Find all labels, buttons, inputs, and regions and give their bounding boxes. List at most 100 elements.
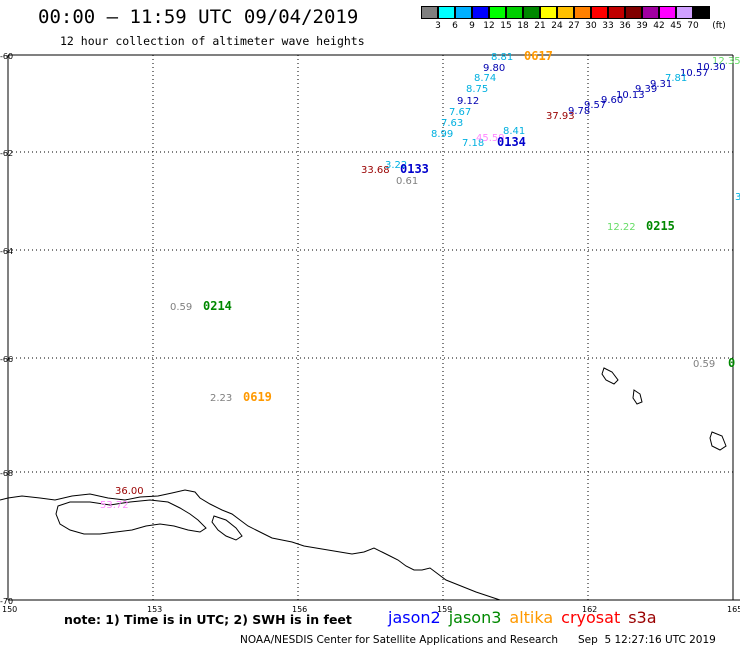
scale-swatch [642, 6, 659, 19]
pass-time-label: 0617 [524, 49, 553, 63]
scale-swatch [625, 6, 642, 19]
island-2 [632, 389, 643, 405]
wave-height-label: 0.61 [396, 176, 418, 187]
legend-cryosat: cryosat [561, 608, 621, 627]
wave-height-label: 8.41 [503, 126, 525, 137]
scale-label: 70 [687, 21, 699, 31]
map-subtitle: 12 hour collection of altimeter wave hei… [60, 34, 365, 48]
footer-timestamp: Sep 5 12:27:16 UTC 2019 [578, 634, 716, 646]
wave-height-label: 7.18 [462, 138, 484, 149]
wave-height-label: 12.35 [712, 56, 740, 67]
scale-swatch [693, 6, 710, 19]
legend-jason3: jason3 [448, 608, 502, 627]
scale-label: 39 [636, 21, 648, 31]
scale-label: 30 [585, 21, 597, 31]
scale-swatch [438, 6, 455, 19]
scale-label: 9 [469, 21, 475, 31]
scale-swatch [676, 6, 693, 19]
longitude-label: 153 [147, 605, 162, 614]
latitude-label: -70 [0, 597, 13, 606]
wave-height-label: 10.13 [616, 90, 645, 101]
wave-height-label: 9.57 [584, 100, 606, 111]
wave-height-label: 3 [735, 192, 740, 203]
wave-height-label: 33.68 [361, 165, 390, 176]
scale-swatch [574, 6, 591, 19]
scale-label: 12 [483, 21, 495, 31]
map-grid [7, 54, 734, 601]
scale-label: 21 [534, 21, 546, 31]
wave-height-label: 12.22 [607, 222, 636, 233]
pass-time-label: 0214 [203, 299, 232, 313]
wave-height-label: 0.59 [693, 359, 715, 370]
wave-height-label: 7.67 [449, 107, 471, 118]
pass-time-label: 0619 [243, 390, 272, 404]
pass-time-label: 0134 [497, 135, 526, 149]
scale-swatch [489, 6, 506, 19]
island-1 [601, 367, 619, 385]
latitude-label: -60 [0, 52, 13, 61]
wave-height-label: 8.75 [466, 84, 488, 95]
wave-height-label: 9.60 [601, 95, 623, 106]
longitude-label: 150 [2, 605, 17, 614]
wave-height-label: 8.74 [474, 73, 496, 84]
island-3 [709, 431, 727, 451]
longitude-label: 165 [727, 605, 740, 614]
wave-height-label: 2.23 [210, 393, 232, 404]
legend-altika: altika [509, 608, 554, 627]
longitude-label: 162 [582, 605, 597, 614]
scale-swatch [608, 6, 625, 19]
coastline [0, 367, 740, 601]
pass-time-label: 0215 [646, 219, 675, 233]
latitude-label: -62 [0, 149, 13, 158]
wave-height-label: 3.22 [385, 160, 407, 171]
wave-height-label: 9.78 [568, 106, 590, 117]
scale-label: 3 [435, 21, 441, 31]
wave-height-label: 7.63 [441, 118, 463, 129]
scale-unit: (ft) [712, 21, 726, 31]
coast-inlet [211, 515, 243, 541]
scale-label: 45 [670, 21, 682, 31]
scale-swatch [540, 6, 557, 19]
wave-height-label: 7.81 [665, 73, 687, 84]
wave-height-label: 10.57 [680, 68, 709, 79]
scale-label: 36 [619, 21, 631, 31]
latitude-label: -64 [0, 247, 13, 256]
wave-height-label: 8.99 [431, 129, 453, 140]
longitude-label: 156 [292, 605, 307, 614]
footer-credit: NOAA/NESDIS Center for Satellite Applica… [240, 634, 558, 646]
wave-height-label: 36.00 [115, 486, 144, 497]
latitude-label: -68 [0, 469, 13, 478]
scale-label: 42 [653, 21, 665, 31]
mission-legend: jason2 jason3 altika cryosat s3a [388, 608, 665, 627]
wave-height-label: 10.30 [697, 62, 726, 73]
scale-label: 33 [602, 21, 614, 31]
scale-label: 6 [452, 21, 458, 31]
scale-swatch [557, 6, 574, 19]
units-note: note: 1) Time is in UTC; 2) SWH is in fe… [64, 612, 352, 627]
scale-swatch [659, 6, 676, 19]
pass-time-label: 0 [728, 356, 735, 370]
ice-shelf-outline [55, 499, 207, 535]
wave-height-label: 9.12 [457, 96, 479, 107]
wave-height-label: 9.80 [483, 63, 505, 74]
scale-label: 15 [500, 21, 512, 31]
scale-label: 27 [568, 21, 580, 31]
altimeter-track-labels: 8.81 0617 9.808.748.759.127.677.638.99 7.18… [100, 49, 740, 511]
wave-height-label: 8.81 [491, 52, 513, 63]
latitude-label: -66 [0, 355, 13, 364]
scale-swatch [506, 6, 523, 19]
scale-swatch [421, 6, 438, 19]
wave-height-label: 9.39 [635, 84, 657, 95]
wave-height-label: 45.59 [476, 133, 505, 144]
scale-label: 24 [551, 21, 563, 31]
wave-height-label: 53.72 [100, 500, 129, 511]
longitude-label: 159 [437, 605, 452, 614]
scale-swatch [591, 6, 608, 19]
scale-swatch [455, 6, 472, 19]
legend-jason2: jason2 [388, 608, 441, 627]
antarctic-coastline [0, 489, 740, 601]
scale-swatch [472, 6, 489, 19]
legend-s3a: s3a [628, 608, 657, 627]
